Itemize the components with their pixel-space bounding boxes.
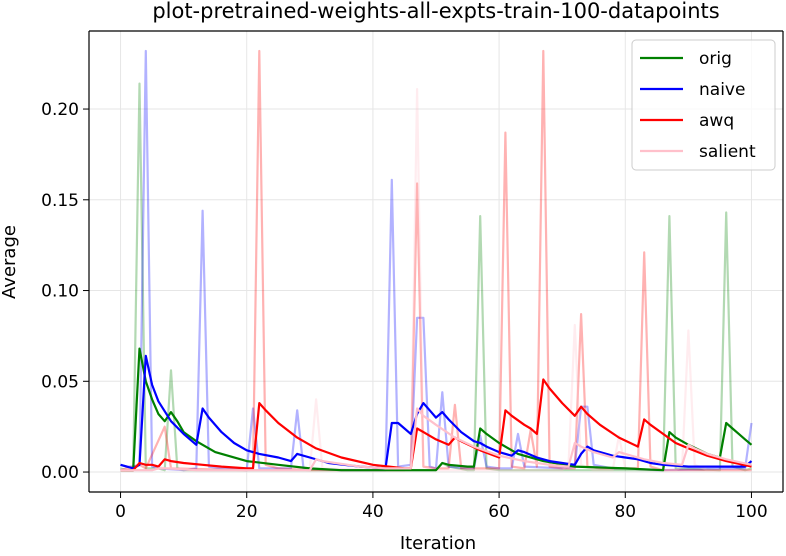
axes: [88, 30, 784, 493]
x-tick-label: 0: [115, 502, 126, 522]
awq-legend-label: awq: [699, 111, 734, 131]
tick-marks: 0 20 40 60 80 100 0.00 0.05 0.10 0.15 0.20: [41, 100, 768, 522]
x-tick-label: 80: [614, 502, 636, 522]
legend: orig naive awq salient: [631, 39, 776, 171]
y-axis-label: Average: [0, 225, 20, 299]
x-tick-label: 60: [488, 502, 510, 522]
awq-smoothed-line: [120, 378, 752, 472]
salient-smoothed-line: [120, 407, 752, 472]
y-tick-label: 0.10: [41, 282, 79, 302]
naive-legend-label: naive: [699, 80, 745, 100]
chart-title: plot-pretrained-weights-all-expts-train-…: [152, 0, 719, 23]
legend-box: [631, 39, 776, 171]
x-tick-label: 20: [236, 502, 258, 522]
orig-raw-line: [120, 82, 752, 472]
legend-items: orig naive awq salient: [640, 49, 756, 162]
y-tick-label: 0.15: [41, 191, 79, 211]
y-tick-label: 0.05: [41, 372, 79, 392]
salient-legend-label: salient: [699, 142, 756, 162]
x-tick-label: 40: [362, 502, 384, 522]
naive-smoothed-line: [120, 354, 753, 470]
smoothed-series-lines: [120, 347, 753, 472]
orig-legend-label: orig: [699, 49, 732, 69]
x-axis-label: Iteration: [400, 533, 476, 554]
x-tick-label: 100: [735, 502, 767, 522]
y-tick-label: 0.20: [41, 100, 79, 120]
y-tick-label: 0.00: [41, 463, 79, 483]
